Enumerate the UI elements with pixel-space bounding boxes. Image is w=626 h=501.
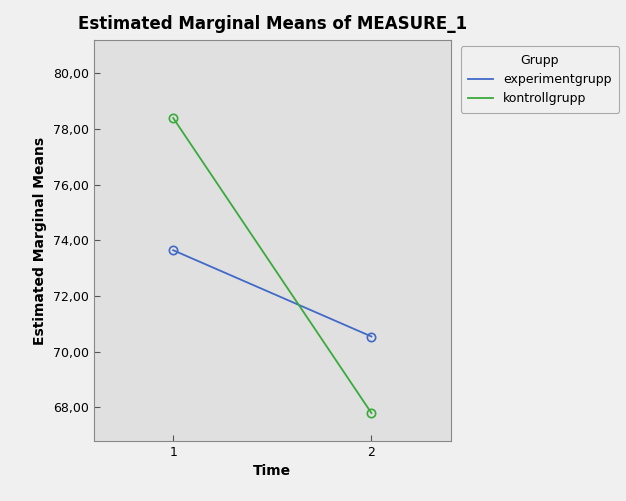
X-axis label: Time: Time — [254, 464, 291, 478]
Y-axis label: Estimated Marginal Means: Estimated Marginal Means — [33, 136, 48, 345]
Title: Estimated Marginal Means of MEASURE_1: Estimated Marginal Means of MEASURE_1 — [78, 15, 467, 33]
Legend: experimentgrupp, kontrollgrupp: experimentgrupp, kontrollgrupp — [461, 46, 619, 113]
